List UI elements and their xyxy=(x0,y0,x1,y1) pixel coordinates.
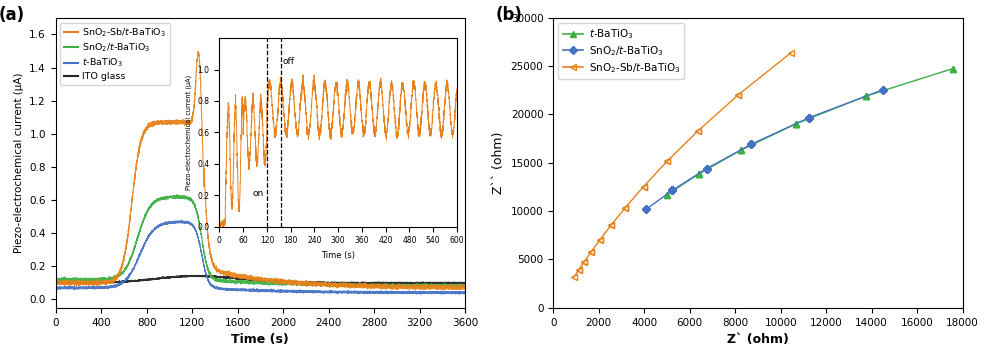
X-axis label: Z` (ohm): Z` (ohm) xyxy=(727,333,789,346)
Legend: SnO$_2$-Sb/$t$-BaTiO$_3$, SnO$_2$/$t$-BaTiO$_3$, $t$-BaTiO$_3$, ITO glass: SnO$_2$-Sb/$t$-BaTiO$_3$, SnO$_2$/$t$-Ba… xyxy=(60,23,170,85)
Y-axis label: Z`` (ohm): Z`` (ohm) xyxy=(492,132,505,194)
Y-axis label: Piezo-electrochemical current (μA): Piezo-electrochemical current (μA) xyxy=(14,73,24,253)
X-axis label: Time (s): Time (s) xyxy=(232,333,289,346)
Text: (b): (b) xyxy=(496,6,523,24)
Text: (a): (a) xyxy=(0,6,25,24)
Legend: $t$-BaTiO$_3$, SnO$_2$/$t$-BaTiO$_3$, SnO$_2$-Sb/$t$-BaTiO$_3$: $t$-BaTiO$_3$, SnO$_2$/$t$-BaTiO$_3$, Sn… xyxy=(558,23,684,79)
